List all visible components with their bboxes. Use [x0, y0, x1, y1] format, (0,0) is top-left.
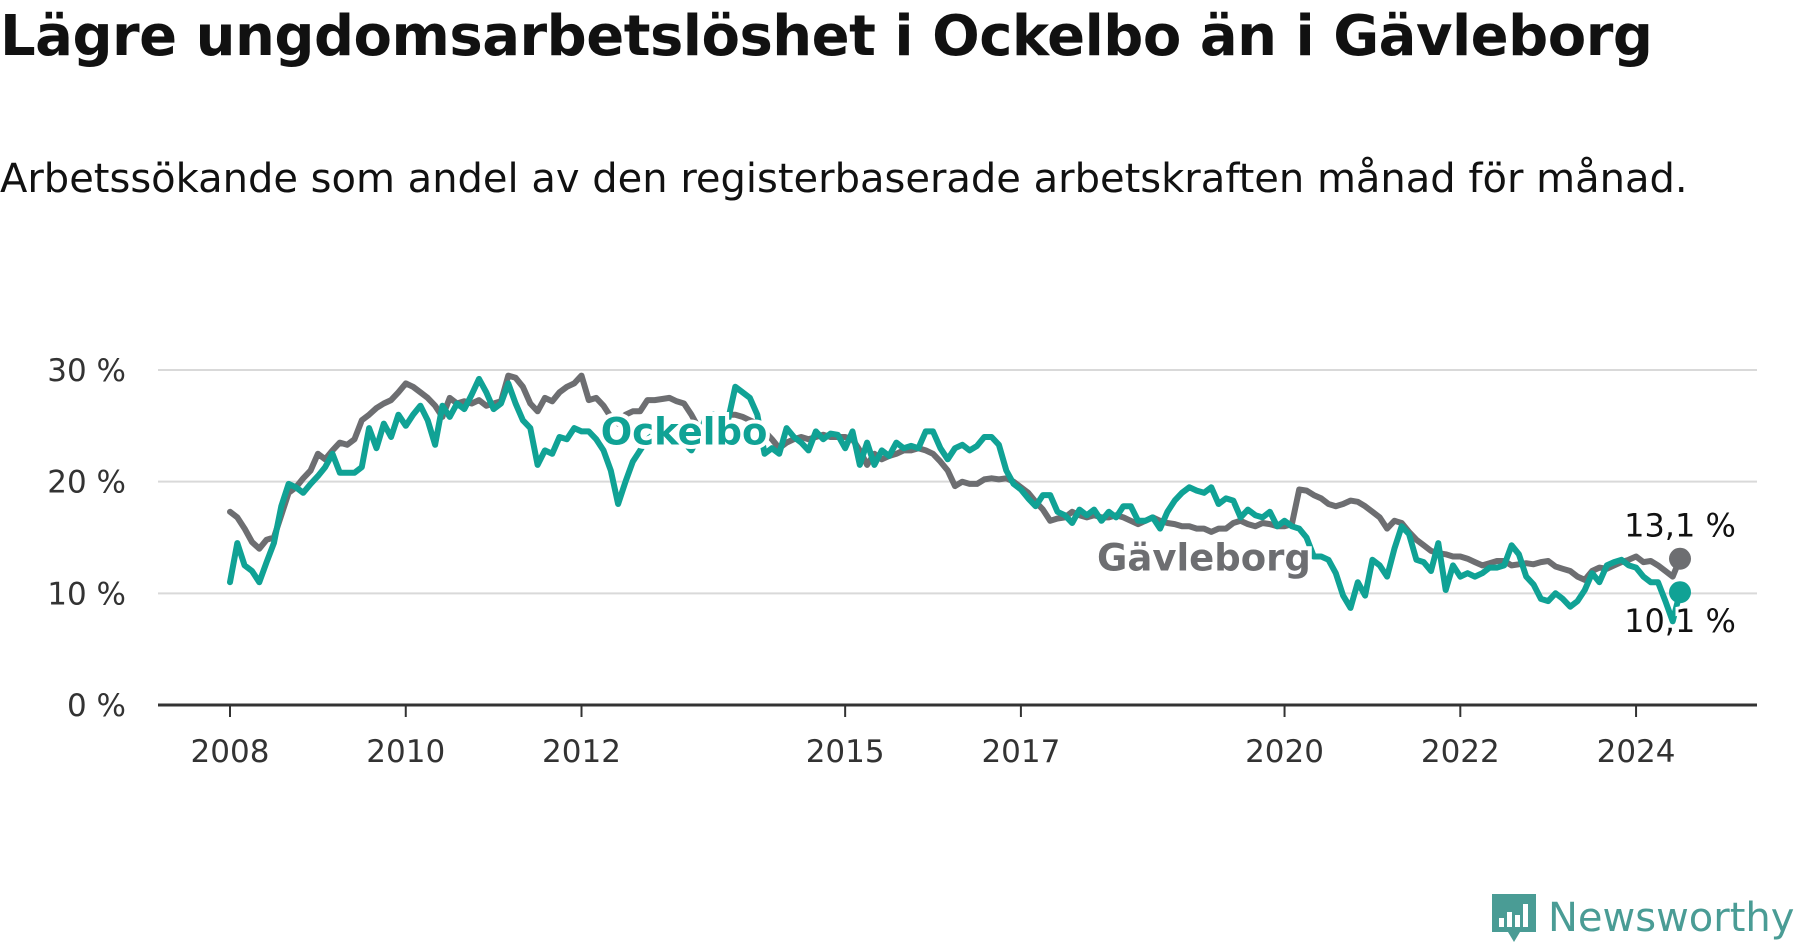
x-axis: 2008 2010 2012 2015 2017 2020 2022 2024	[158, 703, 1757, 770]
chart-title: Lägre ungdomsarbetslöshet i Ockelbo än i…	[0, 4, 1653, 69]
x-tick-label: 2017	[981, 734, 1060, 770]
x-tick-label: 2022	[1421, 734, 1500, 770]
x-tick-label: 2020	[1245, 734, 1324, 770]
newsworthy-logo[interactable]: Newsworthy	[1490, 888, 1794, 948]
series-line-ockelbo	[227, 375, 1683, 625]
series-end-label: 10,1 %	[1624, 602, 1736, 640]
series-name-label: Ockelbo	[601, 411, 768, 454]
x-tick-label: 2010	[366, 734, 445, 770]
newsworthy-logo-icon	[1492, 894, 1536, 942]
series-end-dot	[1669, 581, 1691, 604]
x-tick-label: 2015	[806, 734, 885, 770]
series-layer	[227, 372, 1691, 625]
series-line-gavleborg	[227, 372, 1683, 583]
y-tick-label: 30 %	[47, 353, 126, 389]
brand-name: Newsworthy	[1548, 895, 1795, 941]
chart-subtitle: Arbetssökande som andel av den registerb…	[0, 156, 1688, 202]
series-labels: 13,1 % 10,1 % Gävleborg Ockelbo	[597, 407, 1739, 644]
series-end-label: 13,1 %	[1624, 507, 1736, 545]
x-tick-label: 2024	[1597, 734, 1676, 770]
x-tick-label: 2012	[542, 734, 621, 770]
y-tick-label: 0 %	[67, 688, 126, 724]
series-name-label: Gävleborg	[1097, 537, 1311, 580]
y-axis: 0 % 10 % 20 % 30 %	[47, 353, 126, 724]
series-end-dot	[1669, 547, 1691, 570]
y-tick-label: 20 %	[47, 465, 126, 501]
y-tick-label: 10 %	[47, 576, 126, 612]
x-tick-label: 2008	[191, 734, 270, 770]
